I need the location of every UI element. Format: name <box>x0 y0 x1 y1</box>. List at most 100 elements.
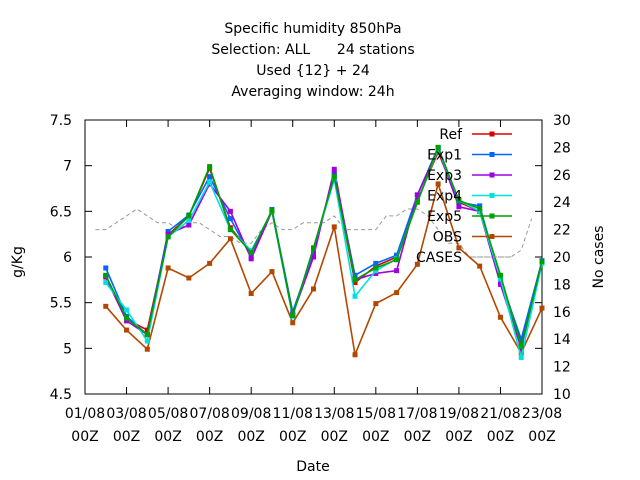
x-tick-date: 17/08 <box>397 406 437 422</box>
y-tick-label: 5.5 <box>50 296 72 312</box>
data-point-exp3 <box>497 281 503 287</box>
y2-tick-label: 16 <box>553 305 571 321</box>
legend-label-ref: Ref <box>439 127 463 143</box>
data-point-exp4 <box>497 276 503 282</box>
data-point-exp5 <box>414 199 420 205</box>
data-point-obs <box>124 327 130 333</box>
data-point-exp5 <box>518 344 524 350</box>
data-point-exp4 <box>144 338 150 344</box>
y2-tick-label: 28 <box>553 140 571 156</box>
y2-axis-ticks: 10 12 14 16 18 20 22 24 26 28 30 <box>553 113 571 403</box>
data-point-exp3 <box>414 192 420 198</box>
x-tick-date: 21/08 <box>480 406 520 422</box>
y2-tick-label: 20 <box>553 250 571 266</box>
data-point-obs <box>269 269 275 275</box>
chart-title: Specific humidity 850hPa Selection: ALL … <box>211 21 414 100</box>
data-point-exp4 <box>207 179 213 185</box>
data-point-exp3 <box>311 254 316 260</box>
data-point-obs <box>311 286 316 292</box>
data-point-exp5 <box>373 265 379 271</box>
data-point-ref <box>352 280 358 286</box>
data-point-exp1 <box>207 174 213 180</box>
data-point-exp1 <box>518 336 524 342</box>
x-axis-label: Date <box>296 459 329 475</box>
data-point-exp3 <box>165 231 171 237</box>
x-tick-date: 19/08 <box>439 406 479 422</box>
x-tick-time: 00Z <box>237 429 264 445</box>
data-point-exp5 <box>207 164 213 170</box>
x-tick-date: 01/08 <box>65 406 105 422</box>
data-point-exp4 <box>518 354 524 360</box>
data-point-exp3 <box>227 208 233 214</box>
y-tick-label: 4.5 <box>50 387 72 403</box>
data-point-exp1 <box>477 203 483 209</box>
data-point-exp5 <box>311 245 316 251</box>
x-tick-date: 13/08 <box>314 406 354 422</box>
data-point-exp4 <box>124 307 130 313</box>
legend-marker-exp4 <box>489 193 495 198</box>
data-point-exp5 <box>227 227 233 233</box>
x-tick-date: 15/08 <box>356 406 396 422</box>
x-tick-time: 00Z <box>71 429 98 445</box>
x-tick-time: 00Z <box>279 429 306 445</box>
data-point-obs <box>186 275 192 281</box>
data-point-exp4 <box>477 208 483 214</box>
data-point-exp5 <box>352 277 358 283</box>
y-tick-label: 6.5 <box>50 204 72 220</box>
y-axis-label: g/Kg <box>10 246 26 278</box>
legend-marker-exp3 <box>489 172 495 178</box>
title-line-1: Specific humidity 850hPa <box>224 21 401 37</box>
data-point-exp5 <box>456 197 462 203</box>
data-point-obs <box>290 320 296 326</box>
data-point-obs <box>373 301 379 307</box>
data-point-obs <box>103 303 109 309</box>
x-tick-date: 09/08 <box>231 406 271 422</box>
data-point-exp5 <box>103 272 109 278</box>
data-point-exp5 <box>124 315 130 321</box>
data-point-exp4 <box>103 280 109 286</box>
x-tick-time: 00Z <box>321 429 348 445</box>
data-point-exp1 <box>165 228 171 234</box>
legend-marker-exp5 <box>489 213 495 219</box>
x-tick-date: 03/08 <box>106 406 146 422</box>
y2-tick-label: 30 <box>553 113 571 129</box>
x-tick-time: 00Z <box>404 429 431 445</box>
legend-label-exp3: Exp3 <box>427 168 462 184</box>
data-point-exp5 <box>269 207 275 213</box>
y2-tick-label: 10 <box>553 387 571 403</box>
x-tick-time: 00Z <box>362 429 389 445</box>
series-line-exp5 <box>105 145 543 350</box>
data-point-exp4 <box>352 293 358 299</box>
data-point-obs <box>207 260 213 266</box>
data-point-obs <box>165 265 171 271</box>
data-point-exp5 <box>165 234 171 240</box>
data-point-exp1 <box>311 249 316 255</box>
x-tick-date: 07/08 <box>189 406 229 422</box>
x-tick-time: 00Z <box>487 429 514 445</box>
y-axis-ticks: 4.5 5 5.5 6 6.5 7 7.5 <box>50 113 542 403</box>
data-point-obs <box>477 263 483 269</box>
data-point-obs <box>435 181 441 187</box>
x-tick-date: 05/08 <box>148 406 188 422</box>
legend-marker-ref <box>489 131 495 137</box>
title-line-2: Selection: ALL 24 stations <box>211 42 414 58</box>
data-point-exp5 <box>186 213 192 219</box>
data-point-obs <box>518 350 524 356</box>
data-point-obs <box>331 224 337 230</box>
series-line-obs <box>105 181 543 358</box>
series-line-exp3 <box>105 147 543 352</box>
data-point-obs <box>227 236 233 242</box>
series-line-cases <box>95 208 533 258</box>
x-tick-date: 11/08 <box>273 406 313 422</box>
legend: Ref Exp1 Exp3 Exp4 Exp5 OBS CASES <box>416 127 512 266</box>
data-point-obs <box>539 305 545 311</box>
x-tick-time: 00Z <box>445 429 472 445</box>
y-tick-label: 6 <box>63 250 72 266</box>
y2-axis-label: No cases <box>591 226 607 289</box>
data-point-obs <box>456 245 462 251</box>
data-point-exp3 <box>394 268 400 274</box>
data-point-obs <box>352 352 358 358</box>
x-tick-time: 00Z <box>154 429 181 445</box>
y2-tick-label: 24 <box>553 195 571 211</box>
